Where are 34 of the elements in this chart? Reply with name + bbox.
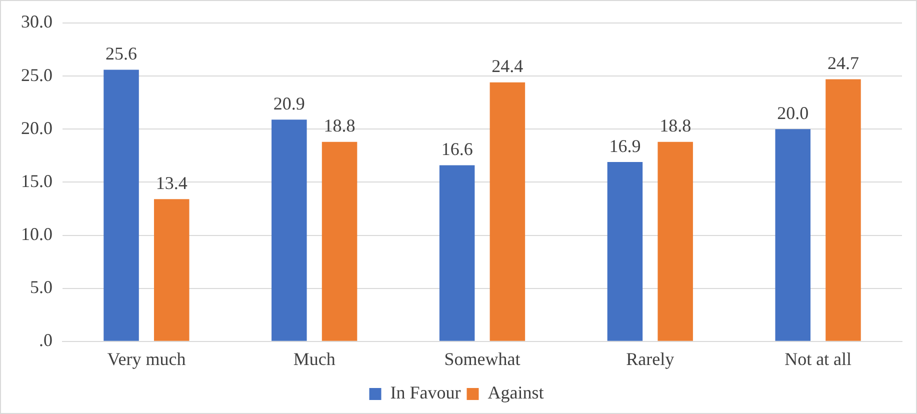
data-label: 24.7: [827, 52, 859, 73]
bar: [104, 70, 139, 341]
x-tick-label: Rarely: [626, 348, 674, 369]
bar: [826, 79, 861, 341]
bar: [322, 142, 358, 341]
data-label: 18.8: [660, 116, 692, 136]
data-label: 25.6: [106, 43, 138, 64]
y-tick-label: 30.0: [21, 12, 52, 32]
data-label: 16.6: [441, 138, 473, 159]
bar: [154, 199, 190, 341]
x-tick-label: Somewhat: [444, 348, 520, 369]
y-tick-label: 20.0: [21, 118, 52, 138]
x-tick-label: Very much: [107, 348, 186, 369]
bar: [607, 162, 643, 341]
bar: [658, 142, 693, 341]
legend-label: Against: [488, 382, 544, 403]
x-tick-label: Not at all: [784, 348, 852, 369]
legend-label: In Favour: [390, 382, 461, 403]
bar: [490, 82, 526, 341]
y-tick-label: 25.0: [21, 64, 52, 85]
data-label: 13.4: [156, 172, 188, 193]
data-label: 16.9: [609, 136, 641, 156]
data-label: 18.8: [324, 116, 356, 136]
y-tick-label: 5.0: [30, 277, 52, 298]
bar: [775, 129, 810, 341]
y-tick-label: 10.0: [21, 224, 52, 244]
data-label: 20.9: [273, 93, 305, 114]
bar: [272, 120, 307, 341]
data-label: 20.0: [777, 102, 809, 123]
y-tick-label: 15.0: [21, 170, 52, 191]
y-tick-label: .0: [39, 330, 52, 350]
data-label: 24.4: [492, 56, 524, 76]
x-tick-label: Much: [293, 348, 336, 369]
bar: [439, 165, 475, 341]
